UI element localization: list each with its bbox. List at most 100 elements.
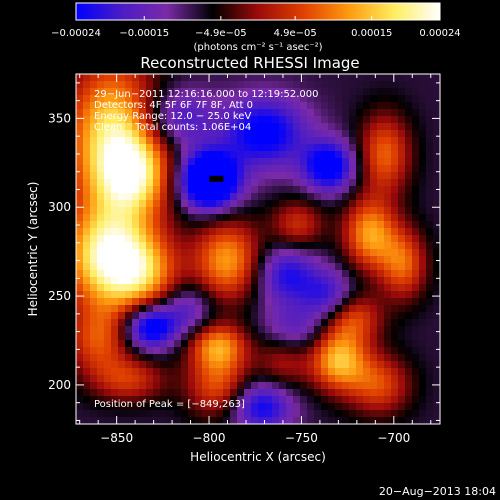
heatmap-cell: [125, 305, 133, 313]
heatmap-cell: [398, 88, 406, 96]
heatmap-cell: [272, 123, 280, 131]
heatmap-cell: [300, 354, 308, 362]
heatmap-cell: [412, 312, 420, 320]
heatmap-cell: [412, 123, 420, 131]
heatmap-cell: [349, 165, 357, 173]
heatmap-cell: [433, 382, 441, 390]
heatmap-cell: [244, 242, 252, 250]
heatmap-cell: [300, 172, 308, 180]
heatmap-cell: [272, 130, 280, 138]
heatmap-cell: [174, 102, 182, 110]
heatmap-cell: [349, 347, 357, 355]
heatmap-cell: [405, 298, 413, 306]
heatmap-cell: [90, 396, 98, 404]
y-tick-label: 250: [48, 289, 71, 303]
heatmap-cell: [370, 221, 378, 229]
heatmap-cell: [356, 347, 364, 355]
heatmap-cell: [335, 326, 343, 334]
heatmap-cell: [90, 102, 98, 110]
heatmap-cell: [216, 88, 224, 96]
heatmap-cell: [356, 354, 364, 362]
heatmap-cell: [419, 326, 427, 334]
heatmap-cell: [377, 382, 385, 390]
heatmap-cell: [328, 410, 336, 418]
heatmap-cell: [321, 333, 329, 341]
heatmap-cell: [321, 368, 329, 376]
heatmap-cell: [174, 361, 182, 369]
heatmap-cell: [398, 340, 406, 348]
heatmap-cell: [293, 312, 301, 320]
heatmap-cell: [398, 298, 406, 306]
heatmap-cell: [279, 396, 287, 404]
heatmap-cell: [125, 326, 133, 334]
heatmap-cell: [160, 305, 168, 313]
heatmap-cell: [76, 214, 84, 222]
heatmap-cell: [384, 242, 392, 250]
heatmap-cell: [223, 277, 231, 285]
heatmap-cell: [391, 270, 399, 278]
heatmap-cell: [104, 333, 112, 341]
heatmap-cell: [370, 151, 378, 159]
heatmap-cell: [356, 284, 364, 292]
heatmap-cell: [97, 130, 105, 138]
heatmap-cell: [328, 151, 336, 159]
heatmap-cell: [153, 235, 161, 243]
heatmap-cell: [97, 340, 105, 348]
heatmap-cell: [384, 333, 392, 341]
heatmap-cell: [174, 403, 182, 411]
heatmap-cell: [279, 263, 287, 271]
heatmap-cell: [426, 333, 434, 341]
heatmap-cell: [370, 375, 378, 383]
heatmap-cell: [202, 165, 210, 173]
heatmap-cell: [153, 151, 161, 159]
heatmap-cell: [335, 312, 343, 320]
heatmap-cell: [237, 375, 245, 383]
heatmap-cell: [174, 389, 182, 397]
heatmap-cell: [223, 179, 231, 187]
heatmap-cell: [181, 116, 189, 124]
heatmap-cell: [258, 235, 266, 243]
heatmap-cell: [153, 165, 161, 173]
heatmap-cell: [167, 340, 175, 348]
heatmap-cell: [272, 368, 280, 376]
heatmap-cell: [104, 277, 112, 285]
heatmap-cell: [237, 179, 245, 187]
heatmap-cell: [97, 361, 105, 369]
heatmap-cell: [419, 242, 427, 250]
heatmap-cell: [363, 319, 371, 327]
heatmap-cell: [419, 256, 427, 264]
heatmap-cell: [342, 354, 350, 362]
heatmap-cell: [118, 235, 126, 243]
heatmap-cell: [181, 88, 189, 96]
heatmap-cell: [160, 249, 168, 257]
heatmap-cell: [244, 144, 252, 152]
heatmap-cell: [160, 326, 168, 334]
heatmap-cell: [97, 389, 105, 397]
heatmap-cell: [300, 95, 308, 103]
heatmap-cell: [412, 375, 420, 383]
annotation-block: 29−Jun−2011 12:16:16.000 to 12:19:52.000…: [94, 89, 319, 133]
heatmap-cell: [377, 144, 385, 152]
heatmap-cell: [237, 88, 245, 96]
heatmap-cell: [314, 284, 322, 292]
heatmap-cell: [398, 326, 406, 334]
heatmap-cell: [125, 242, 133, 250]
heatmap-cell: [398, 242, 406, 250]
heatmap-cell: [153, 263, 161, 271]
heatmap-cell: [104, 95, 112, 103]
heatmap-cell: [195, 410, 203, 418]
heatmap-cell: [384, 109, 392, 117]
heatmap-cell: [237, 200, 245, 208]
heatmap-cell: [314, 389, 322, 397]
heatmap-cell: [335, 137, 343, 145]
heatmap-cell: [328, 368, 336, 376]
heatmap-cell: [251, 410, 259, 418]
heatmap-cell: [307, 186, 315, 194]
heatmap-cell: [398, 109, 406, 117]
heatmap-cell: [321, 361, 329, 369]
heatmap-cell: [139, 403, 147, 411]
heatmap-cell: [160, 81, 168, 89]
heatmap-cell: [279, 361, 287, 369]
heatmap-cell: [174, 284, 182, 292]
heatmap-cell: [265, 263, 273, 271]
